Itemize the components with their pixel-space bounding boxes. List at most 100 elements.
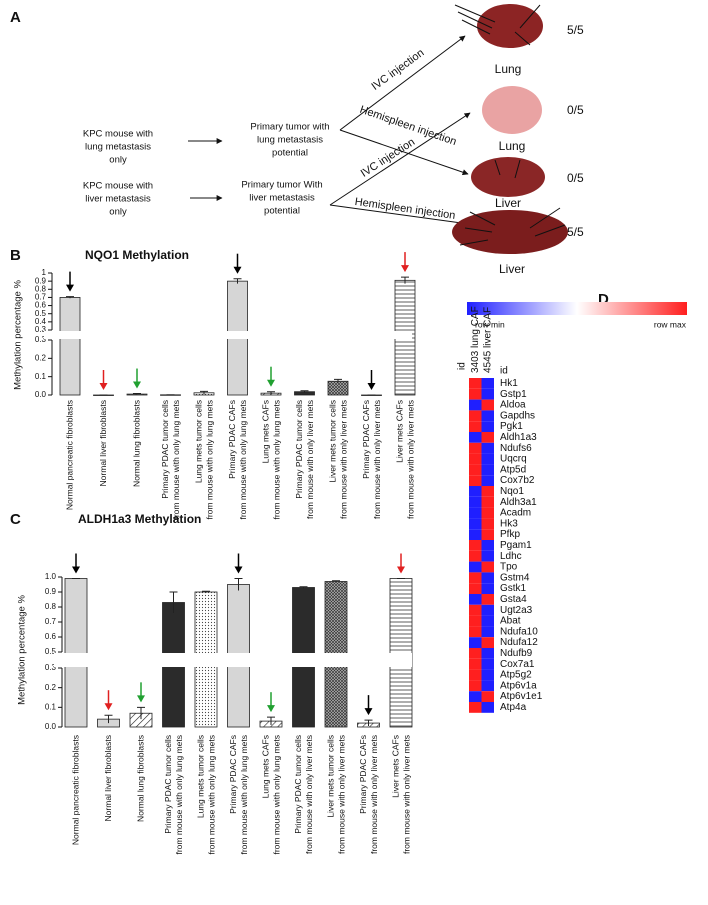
arrow-head xyxy=(233,266,242,274)
bar-chart: ALDH1a3 Methylation Methylation percentag… xyxy=(17,512,413,855)
heatmap-cell xyxy=(481,583,494,594)
row-label: Aldh3a1 xyxy=(500,497,537,508)
error-bar xyxy=(364,719,373,727)
organ-arrows xyxy=(459,207,566,246)
heatmap-cell xyxy=(469,388,482,400)
error-bar xyxy=(169,591,178,613)
y-tick-label: 0.5 xyxy=(45,647,57,656)
heatmap-cell xyxy=(469,453,482,465)
heatmap-cell xyxy=(481,702,494,713)
heatmap-cell xyxy=(481,615,494,627)
y-tick-label: 0.2 xyxy=(45,683,57,692)
x-tick-label: Primary PDAC CAFs xyxy=(361,400,371,479)
heatmap-cell xyxy=(481,442,494,454)
x-tick-label: Normal lung fibroblasts xyxy=(135,735,145,822)
x-tick-label: Primary PDAC tumor cells xyxy=(160,400,170,499)
arrow-head xyxy=(234,566,243,574)
heatmap-cell xyxy=(469,399,482,411)
node-text: lung metastasis xyxy=(257,135,323,146)
heatmap-cell xyxy=(481,486,494,497)
bar-chart: NQO1 Methylation Methylation percentage %… xyxy=(13,248,416,520)
node-text: liver metastasis xyxy=(249,193,315,204)
heatmap-cell xyxy=(481,421,494,432)
x-tick-label: from mouse with only liver mets xyxy=(304,735,314,854)
error-bar xyxy=(267,391,275,395)
arrow-head xyxy=(397,566,405,574)
outcome-ratio: 0/5 xyxy=(567,171,584,185)
x-tick-label: from mouse with only liver mets xyxy=(405,400,415,519)
y-tick-label: 0.8 xyxy=(35,284,47,293)
heatmap-cell xyxy=(469,486,482,497)
axis-break xyxy=(54,653,412,667)
arrow-head xyxy=(267,705,275,713)
row-label: Pfkp xyxy=(500,529,520,540)
row-label: Ndufa10 xyxy=(500,626,538,637)
row-label: Gstk1 xyxy=(500,583,527,594)
heatmap-cell xyxy=(481,475,494,486)
row-label: Atp4a xyxy=(500,702,527,713)
heatmap-cell xyxy=(481,399,494,411)
x-tick-label: Normal pancreatic fibroblasts xyxy=(70,735,80,845)
row-label: Abat xyxy=(500,616,521,627)
heatmap-cell xyxy=(469,615,482,627)
y-tick-label: 0.3 xyxy=(45,663,57,672)
outcome-ratio: 0/5 xyxy=(567,103,584,117)
y-axis-label: Methylation percentage % xyxy=(17,595,28,705)
error-bar xyxy=(137,706,145,720)
x-tick-label: from mouse with only liver mets xyxy=(401,735,411,854)
id-label: id xyxy=(457,362,468,370)
heatmap-cell xyxy=(469,669,482,681)
x-tick-label: from mouse with only lung mets xyxy=(239,735,249,855)
arrow xyxy=(339,35,466,131)
heatmap-cell xyxy=(481,453,494,465)
row-label: Atp5g2 xyxy=(500,670,532,681)
heatmap-cell xyxy=(469,442,482,454)
node-text: lung metastasis xyxy=(85,142,151,153)
row-label: Ldhc xyxy=(500,551,522,562)
organ-image xyxy=(452,210,568,254)
row-label: Atp5d xyxy=(500,464,526,475)
error-bar xyxy=(66,296,74,299)
node-text: potential xyxy=(264,206,300,217)
node-text: KPC mouse with xyxy=(83,129,153,140)
organ-label: Lung xyxy=(495,62,522,76)
row-label: Ndufb9 xyxy=(500,648,533,659)
heatmap-cell xyxy=(469,421,482,432)
y-tick-label: 0.9 xyxy=(35,276,47,285)
error-bar xyxy=(334,378,342,384)
organ-label: Lung xyxy=(499,139,526,153)
x-tick-label: from mouse with only lung mets xyxy=(271,400,281,520)
heatmap-cell xyxy=(469,518,482,530)
error-bar xyxy=(332,580,340,583)
error-bar xyxy=(104,714,113,724)
x-tick-label: Primary PDAC tumor cells xyxy=(294,400,304,499)
x-tick-label: from mouse with only lung mets xyxy=(271,735,281,855)
x-tick-label: from mouse with only liver mets xyxy=(369,735,379,854)
panel-label: A xyxy=(10,9,21,26)
row-label: Pgk1 xyxy=(500,421,523,432)
bar xyxy=(59,297,81,396)
row-label: Hk3 xyxy=(500,518,518,529)
panel-label: C xyxy=(10,511,21,528)
diagram: KPC mouse with lung metastasis only Prim… xyxy=(83,4,584,276)
x-tick-label: Liver mets CAFs xyxy=(394,400,404,463)
arrow-head xyxy=(133,381,141,389)
row-label: Acadm xyxy=(500,508,531,519)
legend-label: row min xyxy=(475,319,505,329)
node-text: Primary tumor with xyxy=(250,122,329,133)
row-label: Hk1 xyxy=(500,378,518,389)
x-tick-label: Liver mets tumor cells xyxy=(325,735,335,818)
error-bar xyxy=(133,393,141,395)
y-tick-label: 0.6 xyxy=(45,632,57,641)
color-legend xyxy=(467,302,687,315)
arrow-head xyxy=(66,284,74,292)
outcome-ratio: 5/5 xyxy=(567,225,584,239)
heatmap-cell xyxy=(481,507,494,519)
heatmap-cell xyxy=(469,529,482,540)
organ-image xyxy=(471,157,545,197)
x-tick-label: Lung mets CAFs xyxy=(260,400,270,463)
y-tick-label: 0.2 xyxy=(35,353,47,362)
row-label: Ndufa12 xyxy=(500,637,538,648)
heatmap-cell xyxy=(481,550,494,562)
heatmap-cell xyxy=(481,604,494,616)
